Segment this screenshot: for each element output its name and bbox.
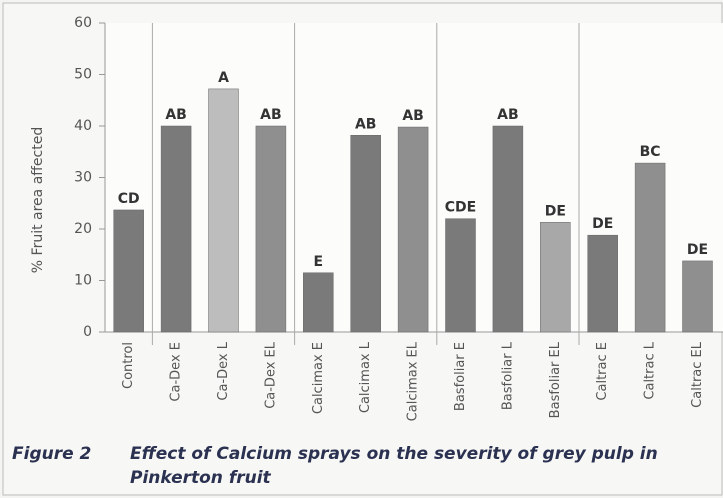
x-tick-label: Calcimax L (358, 341, 373, 413)
x-tick-label: Caltrac EL (690, 341, 705, 408)
x-tick-label: Caltrac E (595, 342, 610, 401)
bar (634, 162, 666, 333)
bar-annotation: AB (402, 108, 424, 124)
y-tick-label: 50 (74, 67, 92, 83)
x-tick-label: Ca-Dex EL (263, 341, 278, 409)
bar-annotation: CDE (445, 200, 476, 216)
bar (682, 260, 713, 333)
bar (303, 272, 334, 333)
x-tick-label: Ca-Dex L (216, 341, 231, 400)
bar (350, 135, 381, 333)
bar-annotation: CD (118, 191, 140, 207)
bar-annotation: AB (165, 107, 187, 123)
caption: Pinkerton fruit (130, 468, 272, 488)
bar (255, 125, 287, 333)
bar-annotation: AB (355, 116, 377, 132)
bar-annotation: AB (260, 107, 282, 123)
bar-annotation: AB (497, 107, 519, 123)
bar-annotation: DE (545, 203, 566, 219)
bar (492, 125, 524, 333)
y-tick-label: 30 (74, 170, 92, 186)
caption-label: Figure 2 (12, 444, 91, 464)
y-tick-label: 40 (74, 118, 92, 134)
bar-annotation: DE (592, 216, 613, 232)
x-tick-label: Control (121, 342, 136, 389)
x-tick-label: Calcimax E (311, 342, 326, 414)
bar (113, 209, 144, 333)
y-tick-label: 10 (74, 273, 92, 289)
caption: Effect of Calcium sprays on the severity… (130, 444, 658, 464)
bar (208, 88, 239, 333)
y-tick-label: 20 (74, 221, 92, 237)
bar-annotation: DE (687, 242, 708, 258)
bar (445, 218, 476, 333)
bar (397, 126, 429, 333)
y-axis-label: % Fruit area affected (30, 127, 46, 273)
x-tick-label: Basfoliar EL (548, 341, 563, 418)
bar-annotation: A (218, 70, 229, 86)
x-tick-label: Ca-Dex E (169, 342, 184, 402)
bar-annotation: E (314, 254, 324, 270)
y-tick-label: 0 (83, 324, 92, 340)
x-tick-label: Caltrac L (643, 341, 658, 399)
y-tick-label: 60 (74, 15, 92, 31)
x-tick-label: Basfoliar E (453, 342, 468, 411)
x-tick-label: Calcimax EL (406, 341, 421, 421)
bar (540, 222, 571, 333)
bar-annotation: BC (640, 144, 661, 160)
bar (587, 234, 618, 333)
x-tick-label: Basfoliar L (500, 341, 515, 410)
bar (160, 125, 192, 333)
